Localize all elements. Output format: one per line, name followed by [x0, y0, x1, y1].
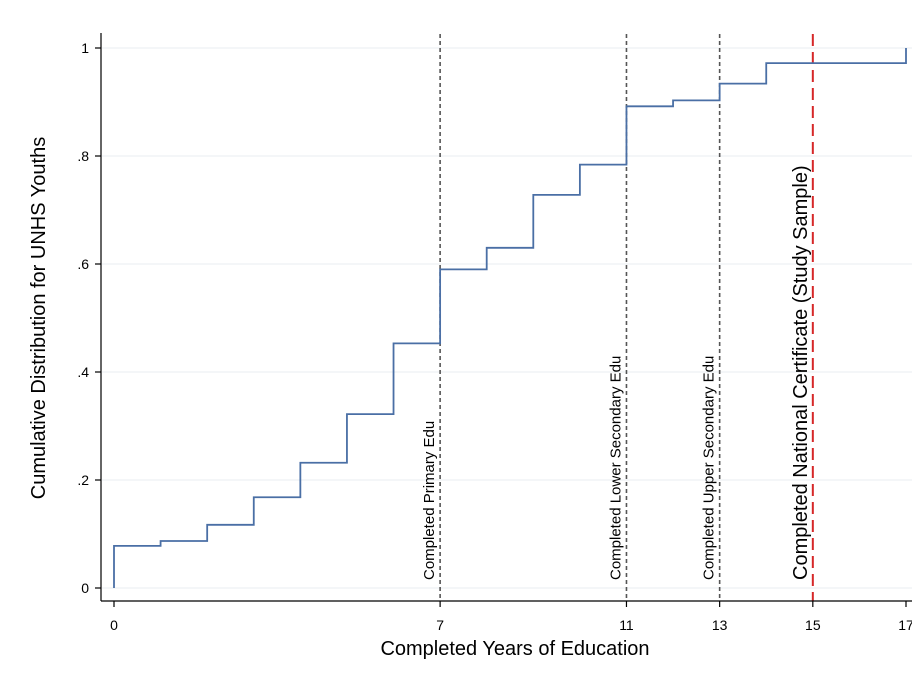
x-tick-label-1: 7 — [436, 617, 444, 633]
y-axis-title: Cumulative Distribution for UNHS Youths — [28, 137, 50, 499]
x-axis-title: Completed Years of Education — [380, 638, 649, 660]
reference-line-label-0: Completed Primary Edu — [421, 421, 438, 580]
x-tick-label-3: 13 — [712, 617, 728, 633]
series-line-0 — [114, 48, 906, 588]
series-layer — [114, 48, 906, 588]
reference-lines-layer: Completed Primary Edu Completed Lower Sec… — [421, 34, 813, 601]
y-tick-label-5: 1 — [81, 40, 89, 56]
reference-line-label-2: Completed Upper Secondary Edu — [701, 356, 718, 580]
y-tick-label-2: .4 — [77, 364, 89, 380]
y-tick-label-1: .2 — [77, 472, 89, 488]
y-tick-label-3: .6 — [77, 256, 89, 272]
reference-line-label-3: Completed National Certificate (Study Sa… — [790, 165, 812, 580]
x-tick-label-2: 11 — [619, 617, 634, 633]
x-tick-label-0: 0 — [110, 617, 118, 633]
x-tick-label-5: 17 — [898, 617, 912, 633]
reference-line-label-1: Completed Lower Secondary Edu — [607, 356, 624, 580]
x-tick-label-4: 15 — [805, 617, 821, 633]
y-tick-label-4: .8 — [77, 148, 89, 164]
y-tick-label-0: 0 — [81, 580, 89, 596]
axis-layer: 0 .2 .4 .6 .8 1 0 7 11 13 15 17 — [77, 33, 912, 633]
